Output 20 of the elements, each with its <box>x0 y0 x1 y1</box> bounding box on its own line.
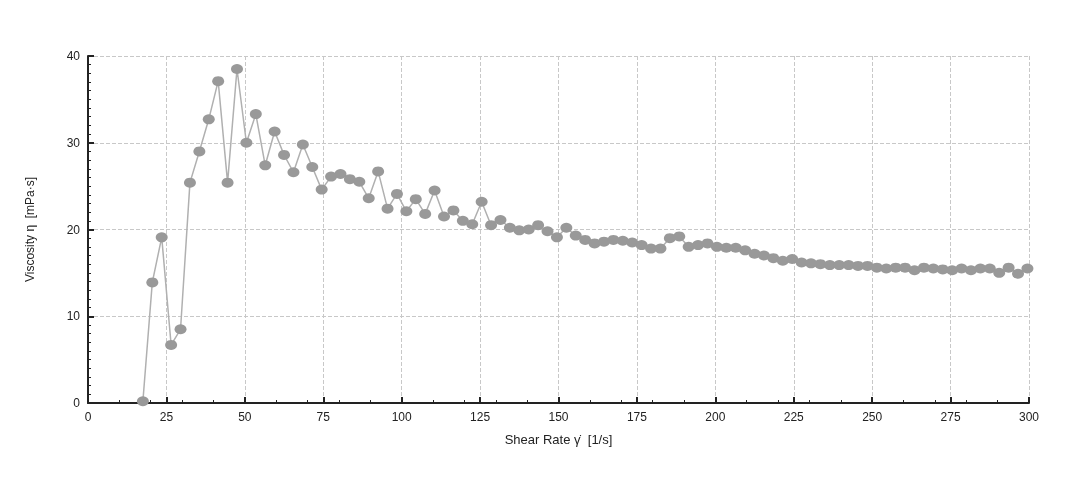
x-tick-label: 175 <box>626 410 648 424</box>
x-tick-label: 250 <box>862 410 883 424</box>
y-tick-label: 30 <box>66 135 81 150</box>
x-tick-label: 75 <box>316 410 331 424</box>
x-tick-label: 300 <box>1018 410 1040 424</box>
x-tick-label: 200 <box>705 410 726 424</box>
x-tick-label: 25 <box>159 410 174 424</box>
y-axis-title: Viscosity η [mPa·s] <box>23 176 37 283</box>
y-tick-label: 10 <box>66 309 81 324</box>
x-tick-label: 275 <box>940 410 961 424</box>
x-tick-label: 0 <box>84 410 92 424</box>
x-tick-label: 225 <box>783 410 805 424</box>
x-tick-label: 125 <box>470 410 491 424</box>
x-tick-label: 150 <box>548 410 569 424</box>
x-tick-label: 100 <box>391 410 412 424</box>
x-axis-title: Shear Rate γ̇ [1/s] <box>504 432 613 447</box>
y-tick-label: 0 <box>73 396 81 410</box>
y-tick-label: 20 <box>66 222 81 237</box>
x-tick-label: 50 <box>238 410 252 424</box>
y-tick-label: 40 <box>66 49 81 63</box>
